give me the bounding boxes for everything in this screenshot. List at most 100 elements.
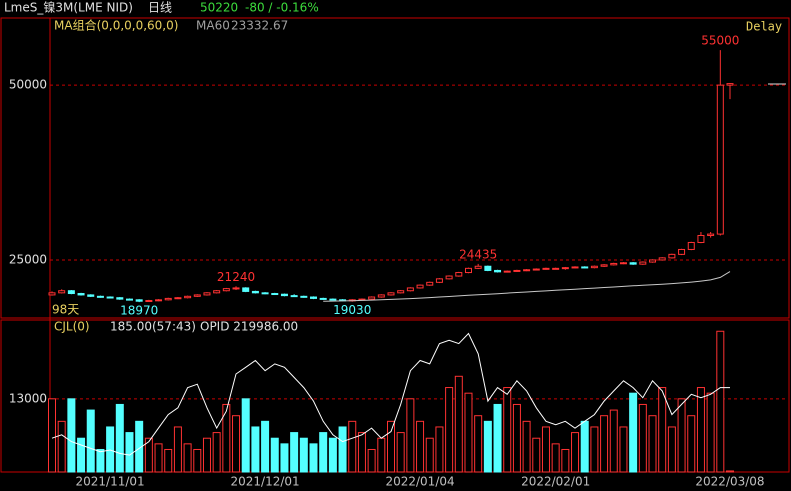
volume-bar xyxy=(445,387,454,473)
volume-bar xyxy=(629,392,638,473)
candle-body xyxy=(610,262,618,266)
symbol: LmeS_镍3M(LME NID) xyxy=(4,1,133,15)
volume-bar xyxy=(357,432,366,473)
volume-bar xyxy=(425,437,434,473)
x-tick-label: 2022/03/08 xyxy=(695,475,764,489)
ma-value: 23332.67 xyxy=(231,19,288,33)
volume-bar xyxy=(532,437,541,473)
candle-body xyxy=(484,265,492,271)
candle-body xyxy=(552,267,560,270)
ma60-line xyxy=(323,271,731,302)
candle-body xyxy=(494,269,502,273)
volume-bar xyxy=(115,403,124,473)
volume-bar xyxy=(212,432,221,473)
volume-bar xyxy=(319,432,328,473)
candle-body xyxy=(213,290,221,294)
candle-body xyxy=(649,259,657,263)
price-annotation: 19030 xyxy=(333,303,371,317)
volume-bar xyxy=(280,443,289,473)
candle-body xyxy=(687,241,695,250)
period[interactable]: 日线 xyxy=(148,1,172,15)
volume-bar xyxy=(474,415,483,473)
volume-bar xyxy=(290,432,299,473)
price-annotation: 55000 xyxy=(701,34,739,48)
candle-body xyxy=(87,294,95,297)
volume-bar xyxy=(435,426,444,473)
price-annotation: 21240 xyxy=(217,270,255,284)
candle-body xyxy=(678,248,686,255)
x-tick-label: 2022/01/04 xyxy=(385,475,454,489)
volume-bar xyxy=(164,448,173,473)
x-tick-label: 2022/02/01 xyxy=(521,475,590,489)
volume-bar xyxy=(454,375,463,473)
candle-body xyxy=(561,267,569,270)
volume-bar xyxy=(580,420,589,473)
volume-bar xyxy=(483,420,492,473)
candle-body xyxy=(523,269,531,272)
volume-bar xyxy=(609,409,618,473)
volume-bar xyxy=(648,415,657,473)
ma-title[interactable]: MA组合(0,0,0,0,60,0) xyxy=(54,18,178,33)
volume-bar xyxy=(106,426,115,473)
volume-bar xyxy=(367,448,376,473)
candle-body xyxy=(106,296,114,299)
candle-body xyxy=(329,298,337,301)
candle-body xyxy=(48,292,56,296)
volume-bar xyxy=(726,470,734,473)
volume-bar xyxy=(406,398,415,473)
candle-body xyxy=(571,266,579,269)
volume-bar xyxy=(387,420,395,473)
volume-bar xyxy=(183,443,192,473)
volume-bar xyxy=(416,420,425,473)
candle-body xyxy=(416,284,424,289)
volume-bar xyxy=(551,443,560,473)
volume-bar xyxy=(232,415,241,473)
candle-body xyxy=(261,292,269,295)
price-panel xyxy=(0,17,790,319)
candle-body xyxy=(600,264,608,267)
volume-bar xyxy=(173,426,182,473)
volume-bar xyxy=(57,420,66,473)
candle-body xyxy=(232,287,240,290)
candle-body xyxy=(203,292,211,296)
volume-bar xyxy=(135,420,144,473)
volume-bar xyxy=(222,403,231,473)
y-tick-label: 50000 xyxy=(9,78,47,92)
candle-body xyxy=(658,257,666,261)
candle-body xyxy=(590,265,598,269)
price-annotation: 24435 xyxy=(459,247,497,261)
vol-title[interactable]: CJL(0) xyxy=(54,320,90,334)
candle-body xyxy=(716,84,724,235)
days: 98天 xyxy=(52,303,79,317)
candle-body xyxy=(251,290,259,294)
volume-bar xyxy=(328,437,337,473)
candle-body xyxy=(96,295,104,298)
candle-body xyxy=(503,270,511,273)
candle-body xyxy=(164,297,172,301)
candle-body xyxy=(707,233,715,236)
candle-body xyxy=(464,267,472,274)
volume-bar xyxy=(464,392,473,473)
candle-body xyxy=(406,287,414,292)
volume-bar xyxy=(77,437,86,473)
candle-body xyxy=(397,290,405,294)
candle-body xyxy=(445,275,453,280)
candle-body xyxy=(155,299,163,302)
candle-body xyxy=(619,262,627,265)
candle-body xyxy=(513,269,521,272)
candle-body xyxy=(193,294,201,297)
candle-body xyxy=(125,298,133,301)
volume-bar xyxy=(309,443,318,473)
candle-body xyxy=(581,266,589,269)
volume-bar xyxy=(706,392,715,473)
vol-info: 185.00(57:43) xyxy=(110,320,196,334)
volume-bar xyxy=(48,398,56,473)
candle-body xyxy=(426,281,434,286)
candle-body xyxy=(222,288,230,292)
volume-bar xyxy=(590,426,599,473)
volume-bar xyxy=(541,426,550,473)
volume-bar xyxy=(86,409,95,473)
candle-body xyxy=(542,267,550,270)
candle-body xyxy=(67,290,75,295)
